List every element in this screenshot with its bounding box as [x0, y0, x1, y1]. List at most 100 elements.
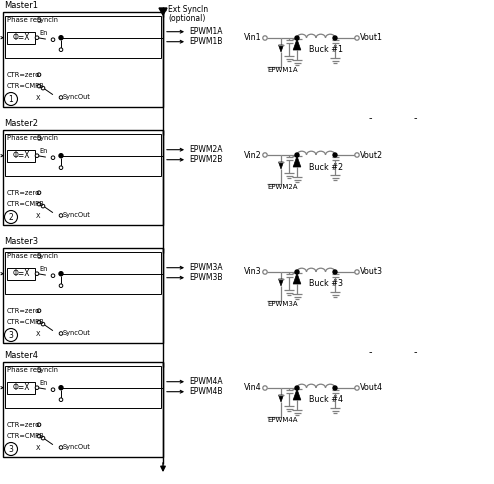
Text: Buck #1: Buck #1: [309, 45, 343, 55]
Text: Vin1: Vin1: [245, 33, 262, 43]
Circle shape: [41, 436, 45, 440]
Bar: [3, 130, 163, 225]
Text: Φ=X: Φ=X: [12, 383, 30, 392]
Bar: [5, 134, 161, 176]
Text: EPWM2A: EPWM2A: [189, 145, 222, 154]
Circle shape: [41, 86, 45, 90]
Text: Φ=X: Φ=X: [12, 33, 30, 42]
Text: Ext SyncIn: Ext SyncIn: [168, 5, 208, 14]
Circle shape: [295, 386, 299, 390]
Circle shape: [51, 38, 55, 42]
Text: EPWM4B: EPWM4B: [189, 387, 222, 396]
Text: Buck #4: Buck #4: [309, 395, 343, 405]
Circle shape: [35, 272, 39, 275]
Circle shape: [263, 153, 267, 157]
Text: En: En: [39, 30, 47, 36]
Text: 1: 1: [8, 94, 13, 104]
Text: Phase reg: Phase reg: [7, 17, 41, 23]
Text: -: -: [413, 113, 417, 123]
Bar: [3, 12, 163, 107]
Text: EPWM1A: EPWM1A: [267, 67, 297, 73]
Circle shape: [59, 332, 63, 335]
Text: SyncOut: SyncOut: [63, 94, 91, 101]
Text: Master1: Master1: [4, 1, 38, 10]
Text: SyncOut: SyncOut: [63, 331, 91, 336]
Text: 3: 3: [8, 444, 13, 454]
Circle shape: [59, 272, 63, 276]
Circle shape: [37, 320, 41, 324]
Circle shape: [59, 398, 63, 402]
Text: EPWM4A: EPWM4A: [189, 377, 223, 386]
Text: SyncOut: SyncOut: [63, 444, 91, 451]
Circle shape: [4, 329, 17, 342]
Circle shape: [355, 386, 359, 390]
Circle shape: [263, 386, 267, 390]
Text: CTR=CMPB: CTR=CMPB: [7, 83, 44, 89]
Text: CTR=zero: CTR=zero: [7, 72, 40, 78]
Text: Phase reg: Phase reg: [7, 367, 41, 373]
Text: Φ=X: Φ=X: [12, 269, 30, 278]
Text: Buck #2: Buck #2: [309, 163, 343, 171]
Text: Vin2: Vin2: [244, 151, 262, 160]
Text: X: X: [36, 94, 41, 101]
Text: -: -: [368, 113, 372, 123]
Circle shape: [295, 36, 299, 40]
Text: CTR=zero: CTR=zero: [7, 422, 40, 428]
Circle shape: [59, 284, 63, 287]
Text: EPWM1A: EPWM1A: [189, 27, 222, 36]
Text: Phase reg: Phase reg: [7, 253, 41, 259]
Text: CTR=zero: CTR=zero: [7, 308, 40, 314]
Circle shape: [59, 96, 63, 99]
Circle shape: [295, 153, 299, 157]
Circle shape: [37, 191, 41, 195]
Circle shape: [41, 322, 45, 326]
Text: Buck #3: Buck #3: [309, 279, 343, 288]
Text: EPWM4A: EPWM4A: [267, 417, 297, 423]
Bar: [7, 150, 35, 162]
Circle shape: [59, 36, 63, 40]
Polygon shape: [159, 8, 167, 15]
Circle shape: [35, 36, 39, 40]
Text: Phase reg: Phase reg: [7, 136, 41, 141]
Circle shape: [37, 202, 41, 206]
Text: -: -: [413, 347, 417, 357]
Text: SyncIn: SyncIn: [37, 367, 59, 373]
Circle shape: [37, 434, 41, 438]
Circle shape: [355, 270, 359, 274]
Text: EPWM2A: EPWM2A: [267, 184, 297, 190]
Circle shape: [355, 153, 359, 157]
Text: EPWM3B: EPWM3B: [189, 273, 222, 282]
Circle shape: [263, 270, 267, 274]
Polygon shape: [293, 389, 301, 400]
Circle shape: [59, 446, 63, 449]
Circle shape: [333, 153, 337, 157]
Bar: [7, 382, 35, 393]
Text: Φ=X: Φ=X: [12, 151, 30, 160]
Circle shape: [59, 214, 63, 217]
Circle shape: [59, 386, 63, 390]
Text: CTR=zero: CTR=zero: [7, 190, 40, 196]
Text: EPWM2B: EPWM2B: [189, 155, 222, 164]
Circle shape: [59, 154, 63, 158]
Text: Vout4: Vout4: [360, 383, 383, 393]
Circle shape: [4, 211, 17, 224]
Text: En: En: [39, 380, 47, 386]
Text: X: X: [36, 444, 41, 451]
Circle shape: [41, 204, 45, 208]
Text: CTR=CMPB: CTR=CMPB: [7, 319, 44, 325]
Text: EPWM3A: EPWM3A: [189, 263, 223, 272]
Text: (optional): (optional): [168, 14, 206, 23]
Circle shape: [51, 388, 55, 392]
Text: X: X: [36, 212, 41, 218]
Circle shape: [355, 36, 359, 40]
Polygon shape: [279, 279, 284, 286]
Bar: [5, 366, 161, 408]
Text: Master3: Master3: [4, 237, 38, 246]
Text: Vout3: Vout3: [360, 268, 383, 276]
Text: SyncIn: SyncIn: [37, 253, 59, 259]
Text: SyncIn: SyncIn: [37, 17, 59, 23]
Circle shape: [263, 36, 267, 40]
Text: CTR=CMPB: CTR=CMPB: [7, 201, 44, 207]
Circle shape: [333, 270, 337, 274]
Text: Master4: Master4: [4, 351, 38, 360]
